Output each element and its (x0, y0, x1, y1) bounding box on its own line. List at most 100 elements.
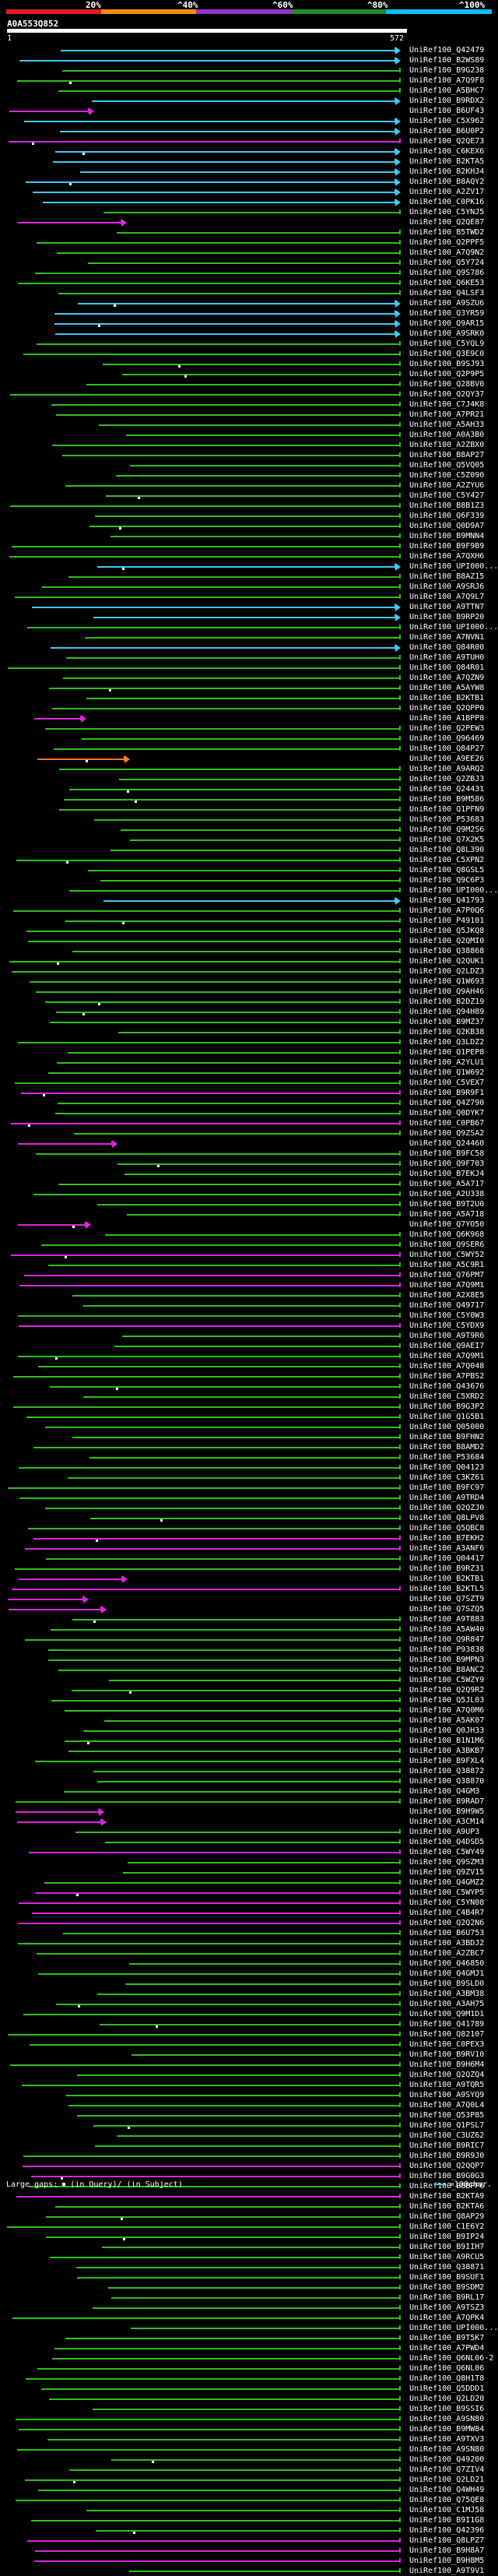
hit-id-label[interactable]: UniRef100_Q9M1D1 (409, 2010, 485, 2018)
hit-row[interactable]: UniRef100_A9SZU6 (0, 298, 498, 308)
hit-row[interactable]: UniRef100_B9SJ93 (0, 359, 498, 369)
hit-row[interactable]: UniRef100_Q5DDD1 (0, 2384, 498, 2394)
hit-row[interactable]: UniRef100_A5AW40 (0, 1624, 498, 1635)
hit-row[interactable]: UniRef100_A7P0Q6 (0, 906, 498, 916)
hit-row[interactable]: UniRef100_A7Q9M1 (0, 1280, 498, 1290)
hit-id-label[interactable]: UniRef100_Q6NL06 (409, 2364, 485, 2373)
hit-row[interactable]: UniRef100_A7QPK4 (0, 2313, 498, 2323)
hit-row[interactable]: UniRef100_B9RZ31 (0, 1564, 498, 1574)
hit-row[interactable]: UniRef100_B9F9B9 (0, 541, 498, 551)
hit-row[interactable]: UniRef100_A3AH75 (0, 1999, 498, 2009)
hit-id-label[interactable]: UniRef100_B8BPP6 (409, 2182, 485, 2191)
hit-id-label[interactable]: UniRef100_A7Q0M6 (409, 1706, 485, 1715)
hit-row[interactable]: UniRef100_Q4GMJ1 (0, 1969, 498, 1979)
hit-row[interactable]: UniRef100_Q38871 (0, 2262, 498, 2272)
hit-id-label[interactable]: UniRef100_A9ARQ2 (409, 765, 485, 773)
hit-row[interactable]: UniRef100_Q2QUK1 (0, 956, 498, 966)
hit-row[interactable]: UniRef100_A7Q0M6 (0, 1705, 498, 1716)
hit-row[interactable]: UniRef100_Q1G5B1 (0, 1412, 498, 1422)
hit-id-label[interactable]: UniRef100_Q7SZT9 (409, 1595, 485, 1603)
hit-row[interactable]: UniRef100_A5A717 (0, 1179, 498, 1189)
hit-id-label[interactable]: UniRef100_C5X962 (409, 117, 485, 125)
hit-row[interactable]: UniRef100_A3BKB7 (0, 1746, 498, 1756)
hit-id-label[interactable]: UniRef100_B9H8A7 (409, 2546, 485, 2555)
hit-id-label[interactable]: UniRef100_Q1PEP8 (409, 1048, 485, 1057)
hit-row[interactable]: UniRef100_B2KTB1 (0, 1574, 498, 1584)
hit-id-label[interactable]: UniRef100_B8AP27 (409, 451, 485, 459)
hit-id-label[interactable]: UniRef100_Q8L390 (409, 846, 485, 854)
hit-id-label[interactable]: UniRef100_Q49200 (409, 2455, 485, 2464)
hit-row[interactable]: UniRef100_A3CM14 (0, 1817, 498, 1827)
hit-row[interactable]: UniRef100_A9TQR5 (0, 2080, 498, 2090)
hit-id-label[interactable]: UniRef100_A9SZU6 (409, 299, 485, 308)
hit-row[interactable]: UniRef100_Q2PPF5 (0, 238, 498, 248)
hit-id-label[interactable]: UniRef100_A0A3B0 (409, 431, 485, 439)
hit-row[interactable]: UniRef100_A9UP3 (0, 1827, 498, 1837)
hit-row[interactable]: UniRef100_Q43676 (0, 1381, 498, 1392)
hit-row[interactable]: UniRef100_A9TUH0 (0, 653, 498, 663)
hit-row[interactable]: UniRef100_B1N1M6 (0, 1736, 498, 1746)
hit-id-label[interactable]: UniRef100_B9RAD7 (409, 1797, 485, 1806)
hit-id-label[interactable]: UniRef100_A7Q9L7 (409, 593, 485, 601)
hit-id-label[interactable]: UniRef100_Q3E9C0 (409, 350, 485, 358)
hit-id-label[interactable]: UniRef100_P53684 (409, 1453, 485, 1462)
hit-row[interactable]: UniRef100_Q4DSD5 (0, 1837, 498, 1847)
hit-id-label[interactable]: UniRef100_C5WYP5 (409, 1888, 485, 1897)
hit-id-label[interactable]: UniRef100_A7QXH6 (409, 552, 485, 561)
hit-id-label[interactable]: UniRef100_A9UP3 (409, 1828, 480, 1836)
hit-id-label[interactable]: UniRef100_A9SN80 (409, 2415, 485, 2423)
hit-id-label[interactable]: UniRef100_A7NVN1 (409, 633, 485, 642)
hit-id-label[interactable]: UniRef100_Q38870 (409, 1777, 485, 1786)
hit-row[interactable]: UniRef100_C5YDX9 (0, 1321, 498, 1331)
hit-row[interactable]: UniRef100_B9SLD0 (0, 1979, 498, 1989)
hit-id-label[interactable]: UniRef100_C5YN08 (409, 1899, 485, 1907)
hit-row[interactable]: UniRef100_B8AP27 (0, 450, 498, 460)
hit-id-label[interactable]: UniRef100_Q75QE8 (409, 2496, 485, 2504)
hit-id-label[interactable]: UniRef100_A5C9R1 (409, 1261, 485, 1269)
hit-id-label[interactable]: UniRef100_B6U0P2 (409, 127, 485, 135)
hit-row[interactable]: UniRef100_B6UF43 (0, 106, 498, 116)
hit-id-label[interactable]: UniRef100_Q5JL03 (409, 1696, 485, 1705)
hit-row[interactable]: UniRef100_P53683 (0, 815, 498, 825)
hit-id-label[interactable]: UniRef100_A5BHC7 (409, 86, 485, 95)
hit-id-label[interactable]: UniRef100_A1BPP8 (409, 714, 485, 723)
hit-id-label[interactable]: UniRef100_C3UZ62 (409, 2131, 485, 2140)
hit-id-label[interactable]: UniRef100_A7Q048 (409, 1362, 485, 1371)
hit-row[interactable]: UniRef100_Q6K968 (0, 1230, 498, 1240)
hit-row[interactable]: UniRef100_A9TSZ3 (0, 2303, 498, 2313)
hit-id-label[interactable]: UniRef100_B9R9J0 (409, 2152, 485, 2160)
hit-id-label[interactable]: UniRef100_Q2QY37 (409, 390, 485, 399)
hit-id-label[interactable]: UniRef100_UPI000... (409, 886, 498, 895)
hit-id-label[interactable]: UniRef100_A3AH75 (409, 2000, 485, 2008)
hit-id-label[interactable]: UniRef100_A3ANF6 (409, 1544, 485, 1553)
hit-row[interactable]: UniRef100_A9T883 (0, 1614, 498, 1624)
hit-row[interactable]: UniRef100_B9H9W5 (0, 1807, 498, 1817)
hit-id-label[interactable]: UniRef100_Q5QBC8 (409, 1524, 485, 1533)
hit-row[interactable]: UniRef100_C5WY52 (0, 1250, 498, 1260)
hit-id-label[interactable]: UniRef100_UPI000... (409, 562, 498, 571)
hit-id-label[interactable]: UniRef100_Q2QMI0 (409, 937, 485, 945)
hit-row[interactable]: UniRef100_Q2KB38 (0, 1027, 498, 1037)
hit-id-label[interactable]: UniRef100_A2YLU1 (409, 1058, 485, 1067)
hit-row[interactable]: UniRef100_C1E6Y2 (0, 2222, 498, 2232)
hit-row[interactable]: UniRef100_A9SN80 (0, 2414, 498, 2424)
hit-id-label[interactable]: UniRef100_Q5Y724 (409, 259, 485, 267)
hit-row[interactable]: UniRef100_Q4LSF3 (0, 288, 498, 298)
hit-id-label[interactable]: UniRef100_Q9ZV15 (409, 1868, 485, 1877)
hit-id-label[interactable]: UniRef100_Q3YR59 (409, 309, 485, 318)
hit-row[interactable]: UniRef100_Q6NL06-2 (0, 2353, 498, 2363)
hit-row[interactable]: UniRef100_Q84P27 (0, 744, 498, 754)
hit-row[interactable]: UniRef100_Q9C6P3 (0, 875, 498, 885)
hit-row[interactable]: UniRef100_Q2QMI0 (0, 936, 498, 946)
hit-id-label[interactable]: UniRef100_Q2QZJ0 (409, 1504, 485, 1512)
hit-row[interactable]: UniRef100_Q41789 (0, 2019, 498, 2029)
hit-id-label[interactable]: UniRef100_B9M586 (409, 795, 485, 804)
hit-row[interactable]: UniRef100_B9MPN3 (0, 1655, 498, 1665)
hit-id-label[interactable]: UniRef100_Q84R01 (409, 663, 485, 672)
hit-row[interactable]: UniRef100_B8ANC2 (0, 1665, 498, 1675)
hit-row[interactable]: UniRef100_B9MW84 (0, 2424, 498, 2434)
hit-row[interactable]: UniRef100_B9FXL4 (0, 1756, 498, 1766)
hit-row[interactable]: UniRef100_Q49200 (0, 2455, 498, 2465)
hit-id-label[interactable]: UniRef100_Q9AR15 (409, 319, 485, 328)
hit-row[interactable]: UniRef100_Q5QBC8 (0, 1523, 498, 1533)
